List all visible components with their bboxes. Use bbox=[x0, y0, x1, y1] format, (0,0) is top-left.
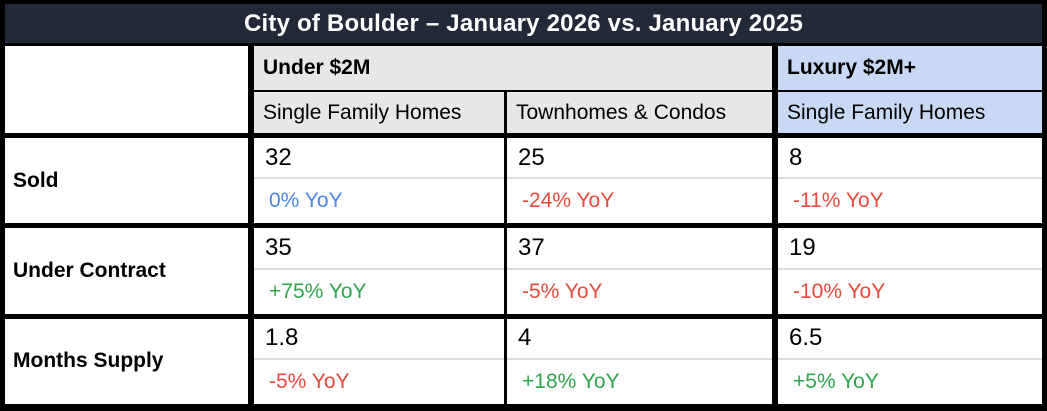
yoy-change: -5% YoY bbox=[269, 369, 350, 393]
metric-value: 35 bbox=[265, 233, 292, 261]
row-label-sold: Sold bbox=[5, 138, 248, 224]
column-group-luxury-2m-plus: Luxury $2M+ bbox=[778, 46, 1042, 90]
data-cell-undercontract-luxury: 19 -10% YoY bbox=[778, 228, 1042, 314]
data-cell-monthssupply-sfh-under2m: 1.8 -5% YoY bbox=[254, 318, 504, 404]
column-header-single-family-under-2m: Single Family Homes bbox=[254, 92, 504, 133]
row-label-under-contract: Under Contract bbox=[5, 228, 248, 314]
data-cell-monthssupply-luxury: 6.5 +5% YoY bbox=[778, 318, 1042, 404]
metric-value: 37 bbox=[518, 233, 545, 261]
column-header-single-family-luxury: Single Family Homes bbox=[778, 92, 1042, 133]
data-cell-undercontract-townhomes: 37 -5% YoY bbox=[507, 228, 772, 314]
yoy-change: -11% YoY bbox=[793, 189, 884, 213]
cell-divider bbox=[778, 357, 1042, 360]
data-cell-sold-townhomes: 25 -24% YoY bbox=[507, 138, 772, 224]
metric-value: 32 bbox=[265, 143, 292, 171]
corner-empty-cell bbox=[5, 46, 248, 133]
metric-value: 8 bbox=[789, 143, 803, 171]
yoy-change: +75% YoY bbox=[269, 279, 367, 303]
data-cell-sold-luxury: 8 -11% YoY bbox=[778, 138, 1042, 224]
cell-divider bbox=[254, 177, 504, 180]
yoy-change: -5% YoY bbox=[522, 279, 603, 303]
metric-value: 6.5 bbox=[789, 324, 823, 352]
metric-value: 1.8 bbox=[265, 324, 299, 352]
row-label-months-supply: Months Supply bbox=[5, 318, 248, 404]
page-title: City of Boulder – January 2026 vs. Janua… bbox=[244, 9, 803, 37]
cell-divider bbox=[254, 357, 504, 360]
yoy-change: -10% YoY bbox=[793, 279, 886, 303]
yoy-change: 0% YoY bbox=[269, 189, 343, 213]
cell-divider bbox=[507, 357, 772, 360]
cell-divider bbox=[778, 267, 1042, 270]
cell-divider bbox=[778, 177, 1042, 180]
cell-divider bbox=[507, 267, 772, 270]
cell-divider bbox=[254, 267, 504, 270]
column-header-townhomes-condos: Townhomes & Condos bbox=[507, 92, 772, 133]
stats-grid: Under $2M Luxury $2M+ Single Family Home… bbox=[5, 46, 1042, 404]
data-cell-sold-sfh-under2m: 32 0% YoY bbox=[254, 138, 504, 224]
table-title-bar: City of Boulder – January 2026 vs. Janua… bbox=[5, 4, 1042, 43]
yoy-change: +18% YoY bbox=[522, 369, 620, 393]
cell-divider bbox=[507, 177, 772, 180]
column-group-under-2m: Under $2M bbox=[254, 46, 772, 90]
metric-value: 19 bbox=[789, 233, 816, 261]
yoy-change: +5% YoY bbox=[793, 369, 879, 393]
metric-value: 4 bbox=[518, 324, 532, 352]
data-cell-undercontract-sfh-under2m: 35 +75% YoY bbox=[254, 228, 504, 314]
yoy-change: -24% YoY bbox=[522, 189, 615, 213]
data-cell-monthssupply-townhomes: 4 +18% YoY bbox=[507, 318, 772, 404]
metric-value: 25 bbox=[518, 143, 545, 171]
